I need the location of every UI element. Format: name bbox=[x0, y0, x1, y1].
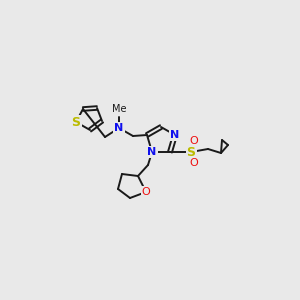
Text: S: S bbox=[71, 116, 80, 128]
Text: O: O bbox=[190, 158, 198, 168]
Text: N: N bbox=[114, 123, 124, 133]
Text: O: O bbox=[142, 187, 150, 197]
Text: N: N bbox=[147, 147, 157, 157]
Text: Me: Me bbox=[112, 104, 126, 114]
Text: N: N bbox=[170, 130, 180, 140]
Text: S: S bbox=[187, 146, 196, 158]
Text: O: O bbox=[190, 136, 198, 146]
